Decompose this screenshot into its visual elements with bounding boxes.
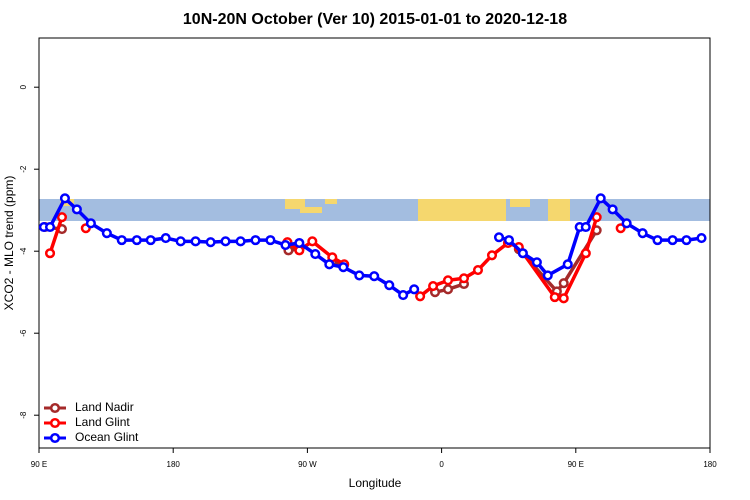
data-point [190, 236, 201, 247]
data-point [607, 204, 618, 215]
y-axis-label: XCO2 - MLO trend (ppm) [2, 176, 16, 311]
data-point [493, 232, 505, 243]
data-point [615, 223, 626, 234]
data-point [205, 237, 216, 248]
data-point [384, 280, 395, 291]
data-point [517, 248, 528, 259]
y-tick-label: 0 [19, 84, 28, 89]
data-point [145, 235, 156, 246]
plot-frame [38, 37, 711, 449]
y-tick-label: -6 [19, 329, 28, 337]
data-point [250, 235, 261, 246]
data-point [652, 235, 663, 246]
data-point [696, 233, 707, 244]
data-point [428, 281, 439, 292]
data-point [458, 273, 470, 284]
data-point [56, 212, 68, 223]
y-tick-label: -2 [19, 165, 28, 173]
data-point [235, 236, 246, 247]
data-point [56, 224, 68, 235]
legend-label: Land Glint [75, 415, 130, 429]
data-point [591, 212, 602, 223]
data-point [503, 235, 515, 246]
data-point [160, 233, 171, 244]
data-point [681, 235, 692, 246]
legend-marker [49, 402, 61, 414]
x-tick-label: 180 [703, 460, 717, 469]
data-point [542, 270, 553, 281]
data-point [44, 248, 56, 259]
data-point [101, 228, 112, 239]
data-point [442, 275, 454, 286]
x-tick-label: 90 W [298, 460, 317, 469]
chart-title: 10N-20N October (Ver 10) 2015-01-01 to 2… [183, 11, 567, 28]
data-point [558, 278, 569, 289]
data-point [265, 235, 276, 246]
data-point [621, 218, 632, 229]
data-point [562, 259, 573, 270]
data-point [486, 250, 498, 261]
x-tick-label: 180 [167, 460, 181, 469]
legend-label: Land Nadir [75, 400, 134, 414]
data-point [580, 221, 591, 233]
data-point [85, 218, 96, 229]
data-point [415, 291, 426, 302]
data-point [71, 204, 82, 215]
data-point [398, 290, 409, 301]
data-point [310, 249, 321, 260]
data-point [369, 271, 380, 282]
data-point [131, 235, 142, 246]
data-point [324, 259, 335, 270]
x-tick-label: 0 [439, 460, 444, 469]
data-point [220, 236, 231, 247]
data-point [580, 248, 591, 259]
legend-label: Ocean Glint [75, 430, 139, 444]
data-point [549, 292, 560, 303]
data-point [409, 284, 420, 295]
data-point [591, 225, 602, 236]
x-tick-label: 90 E [568, 460, 584, 469]
data-point [59, 193, 70, 204]
data-point [595, 193, 606, 204]
y-tick-label: -8 [19, 411, 28, 419]
data-point [531, 257, 542, 268]
data-point [354, 270, 365, 281]
data-point [307, 236, 318, 247]
legend-marker [49, 417, 61, 429]
data-point [338, 262, 349, 273]
data-point [472, 265, 484, 276]
x-tick-label: 90 E [31, 460, 47, 469]
data-point [294, 237, 305, 249]
data-point [175, 236, 186, 247]
map-strip [39, 199, 710, 221]
x-axis-label: Longitude [349, 476, 402, 490]
y-tick-label: -4 [19, 247, 28, 255]
data-point [280, 240, 291, 251]
data-point [667, 235, 678, 246]
data-point [116, 235, 127, 246]
data-point [558, 293, 569, 304]
legend-marker [49, 432, 61, 444]
data-point [637, 228, 648, 239]
data-point [44, 221, 56, 233]
data-point [442, 284, 454, 295]
